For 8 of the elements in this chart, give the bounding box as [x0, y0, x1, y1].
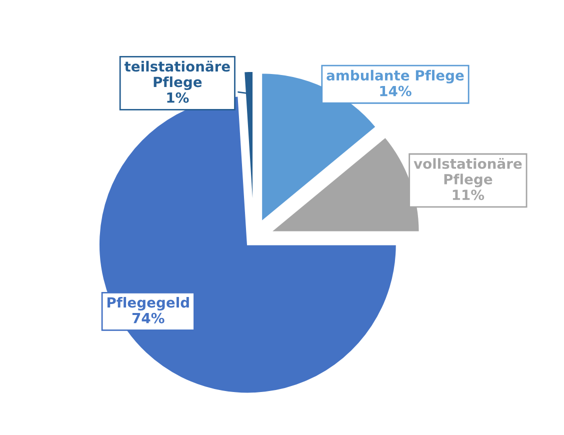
slice-label: Pflegegeld [108, 296, 189, 311]
slice-label: ambulante Pflege [326, 70, 464, 84]
data-label: 14% [380, 86, 412, 96]
data-label: 11% [452, 190, 484, 200]
data-label: 74% [132, 312, 164, 324]
data-label: 1% [167, 92, 189, 103]
slice-label: vollstationäre Pflege [414, 158, 522, 188]
slice-label: teilstationäre Pflege [124, 60, 230, 90]
